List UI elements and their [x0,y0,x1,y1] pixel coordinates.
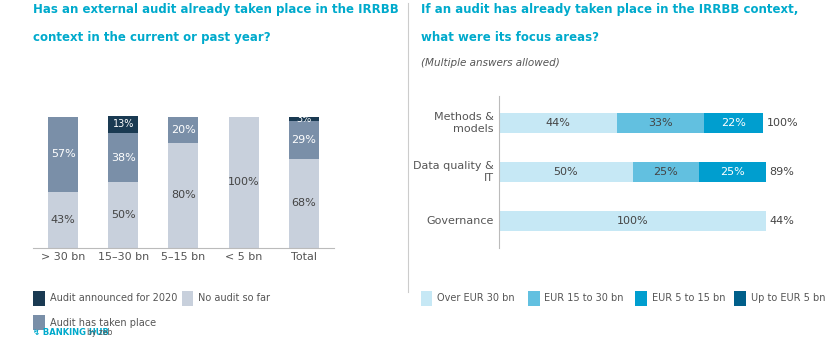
Text: If an audit has already taken place in the IRRBB context,: If an audit has already taken place in t… [421,3,798,17]
Text: 100%: 100% [617,216,648,226]
Text: 25%: 25% [653,167,678,177]
Bar [229,117,259,248]
Bar [616,113,705,133]
Text: (Multiple answers allowed): (Multiple answers allowed) [421,58,559,68]
Bar [289,159,318,248]
Bar [633,162,699,182]
Text: Up to EUR 5 bn: Up to EUR 5 bn [751,293,825,303]
Text: 44%: 44% [545,118,570,128]
Bar [289,117,318,121]
Text: Over EUR 30 bn: Over EUR 30 bn [437,293,515,303]
Text: EUR 5 to 15 bn: EUR 5 to 15 bn [652,293,725,303]
Text: 43%: 43% [50,215,75,225]
Text: 80%: 80% [171,191,196,201]
Text: 25%: 25% [720,167,745,177]
Text: 38%: 38% [111,153,135,163]
Text: 44%: 44% [770,216,794,226]
Bar [168,117,199,143]
Text: context in the current or past year?: context in the current or past year? [33,31,271,44]
Text: ↯ BANKING HUB: ↯ BANKING HUB [33,328,109,337]
Text: 100%: 100% [767,118,799,128]
Text: what were its focus areas?: what were its focus areas? [421,31,599,44]
Bar [108,133,139,182]
Bar [168,143,199,248]
Bar [705,113,763,133]
Text: Audit announced for 2020: Audit announced for 2020 [50,293,177,303]
Text: 3%: 3% [296,114,311,124]
Text: 50%: 50% [111,210,135,220]
Bar [499,162,633,182]
Text: 68%: 68% [291,198,316,208]
Text: 22%: 22% [721,118,746,128]
Text: No audit so far: No audit so far [198,293,270,303]
Text: 29%: 29% [291,135,316,145]
Text: 50%: 50% [554,167,578,177]
Text: Audit has taken place: Audit has taken place [50,318,156,327]
Bar [499,211,766,231]
Bar [108,182,139,248]
Text: 33%: 33% [648,118,672,128]
Text: 13%: 13% [112,119,134,129]
Text: EUR 15 to 30 bn: EUR 15 to 30 bn [544,293,624,303]
Bar [499,113,616,133]
Text: 100%: 100% [228,178,259,187]
Text: Has an external audit already taken place in the IRRBB: Has an external audit already taken plac… [33,3,398,17]
Bar [289,121,318,159]
Text: 20%: 20% [171,125,196,135]
Bar [48,117,78,192]
Text: 89%: 89% [770,167,794,177]
Bar [108,116,139,133]
Text: 57%: 57% [50,149,75,159]
Text: by zeb: by zeb [87,328,112,337]
Bar [699,162,766,182]
Bar [48,192,78,248]
